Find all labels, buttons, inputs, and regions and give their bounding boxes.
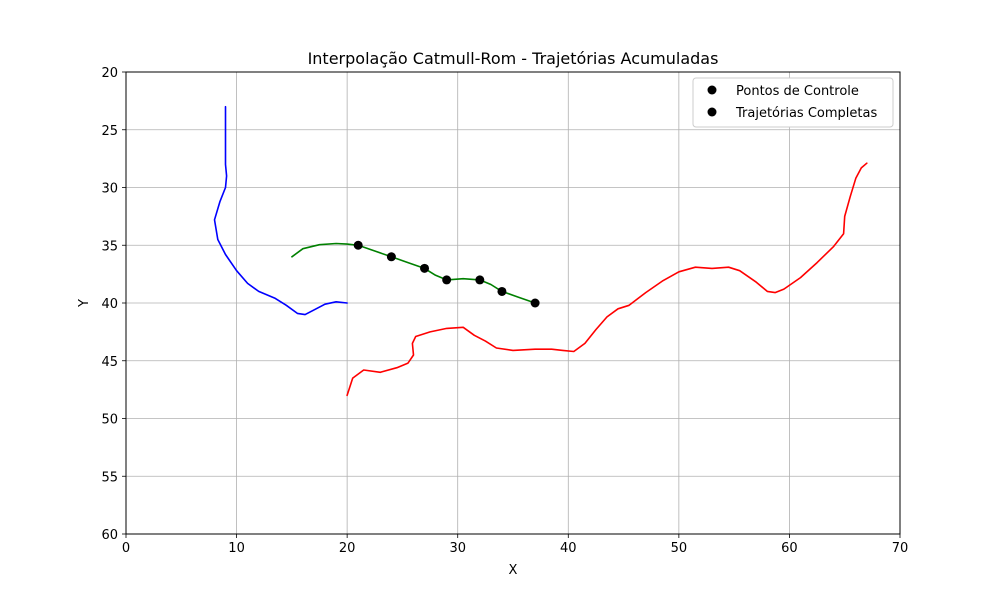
- y-tick-label: 40: [101, 297, 118, 312]
- axis-ticks: 0 10 20 30 40 50 60 70 20 25 30 35 40 45 50 55 60: [101, 66, 908, 556]
- x-tick-label: 40: [560, 541, 577, 556]
- y-tick-label: 35: [101, 239, 118, 254]
- y-tick-label: 50: [101, 413, 118, 428]
- control-point-marker: [386, 252, 396, 262]
- y-tick-label: 60: [101, 528, 118, 543]
- x-tick-label: 60: [781, 541, 798, 556]
- y-tick-label: 20: [101, 66, 118, 81]
- x-tick-label: 20: [339, 541, 356, 556]
- x-tick-label: 50: [671, 541, 688, 556]
- y-axis-label: Y: [77, 299, 92, 308]
- trajectory-line-3: [291, 242, 536, 304]
- control-points-layer: [353, 240, 540, 308]
- control-point-marker: [442, 275, 452, 285]
- x-axis-label: X: [509, 563, 518, 578]
- y-tick-label: 25: [101, 124, 118, 139]
- legend-box: [692, 77, 894, 128]
- chart-title: Interpolação Catmull-Rom - Trajetórias A…: [308, 49, 719, 68]
- legend-marker-trajectories: [707, 107, 717, 117]
- y-tick-label: 55: [101, 470, 118, 485]
- legend-label-trajectories: Trajetórias Completas: [735, 106, 877, 121]
- control-point-marker: [420, 263, 430, 273]
- series-layer: [213, 105, 868, 397]
- x-tick-label: 70: [892, 541, 909, 556]
- legend-label-control-points: Pontos de Controle: [736, 84, 859, 99]
- legend: Pontos de Controle Trajetórias Completas: [692, 77, 894, 128]
- control-point-marker: [530, 298, 540, 308]
- y-tick-label: 45: [101, 355, 118, 370]
- control-point-marker: [353, 240, 363, 250]
- trajectory-line-2: [346, 162, 868, 397]
- control-point-marker: [497, 286, 507, 296]
- control-point-marker: [475, 275, 485, 285]
- x-tick-label: 30: [449, 541, 466, 556]
- x-tick-label: 0: [122, 541, 130, 556]
- x-tick-label: 10: [228, 541, 245, 556]
- legend-marker-control-points: [707, 85, 717, 95]
- trajectory-line-1: [213, 105, 348, 316]
- y-tick-label: 30: [101, 182, 118, 197]
